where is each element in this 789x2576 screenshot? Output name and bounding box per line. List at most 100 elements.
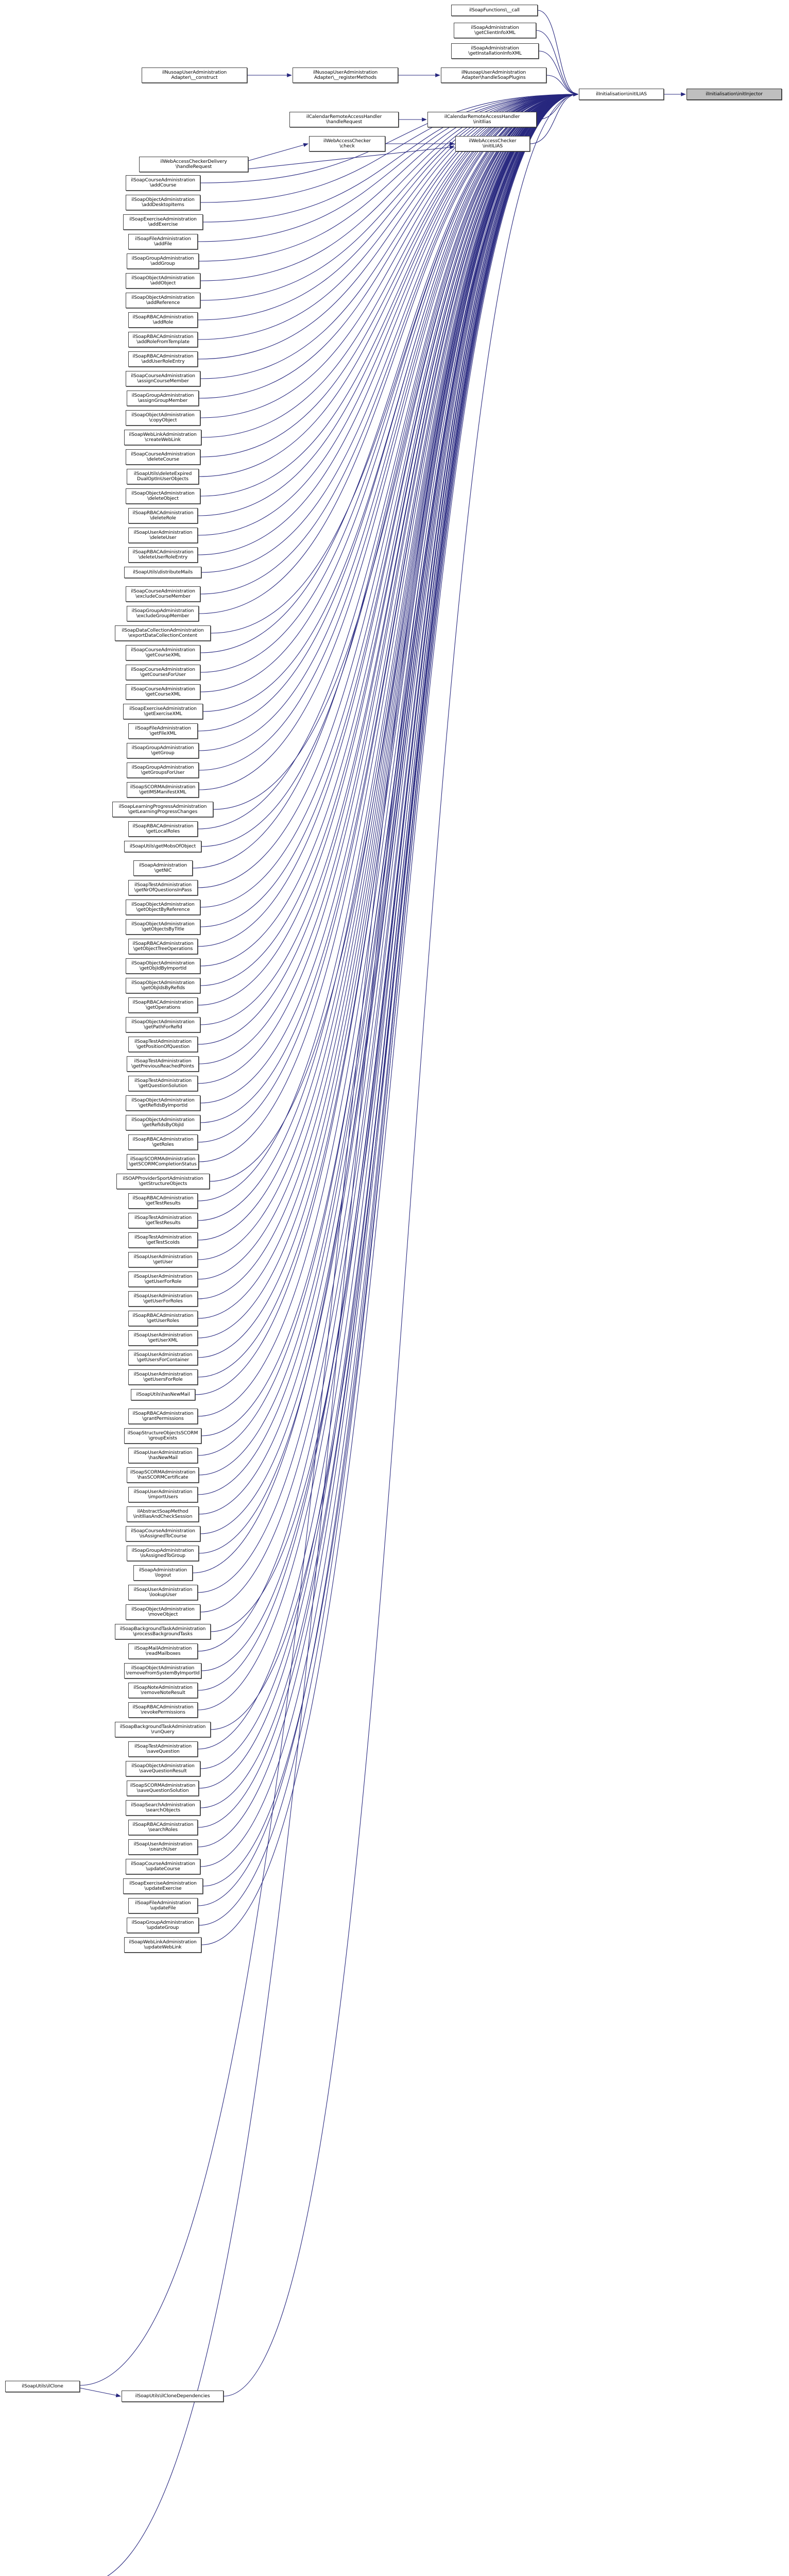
graph-node-ilsoapscormadministration--savequestions[interactable]: ilSoapSCORMAdministration \saveQuestionS… [127,1781,199,1796]
graph-node-ilsoaptestadministration--getpreviousrea[interactable]: ilSoapTestAdministration \getPreviousRea… [127,1056,199,1072]
graph-node-ilsoaprbacadministration--revokepermissi[interactable]: ilSoapRBACAdministration \revokePermissi… [128,1702,198,1718]
graph-node-ilsoapmailadministration--readmailboxes[interactable]: ilSoapMailAdministration \readMailboxes [128,1643,198,1659]
graph-node-ilsoapobjectadministration--copyobject[interactable]: ilSoapObjectAdministration \copyObject [126,410,200,426]
graph-node-ilsoaprbacadministration--searchroles[interactable]: ilSoapRBACAdministration \searchRoles [128,1820,198,1835]
graph-node-ilsoapuseradministration--lookupuser[interactable]: ilSoapUserAdministration \lookupUser [128,1585,198,1600]
graph-node-ilsoapbackgroundtaskadministration--proc[interactable]: ilSoapBackgroundTaskAdministration \proc… [115,1624,211,1639]
graph-node-ilsoapstructureobjectsscorm--groupexists[interactable]: ilSoapStructureObjectsSCORM \groupExists [124,1428,201,1444]
graph-node-ilsoapexerciseadministration--updateexer[interactable]: ilSoapExerciseAdministration \updateExer… [123,1878,203,1894]
graph-node-ilsoaplearningprogressadministration--ge[interactable]: ilSoapLearningProgressAdministration \ge… [112,802,213,817]
graph-node-ilsoapweblinkadministration--updatewebli[interactable]: ilSoapWebLinkAdministration \updateWebLi… [124,1937,201,1953]
graph-node-ilsoaputils-getmobsofobject[interactable]: ilSoapUtils\getMobsOfObject [124,841,201,852]
graph-node-ilsoapscormadministration--getscormcompl[interactable]: ilSoapSCORMAdministration \getSCORMCompl… [127,1154,199,1170]
graph-node-ilsoapcourseadministration--isassignedto[interactable]: ilSoapCourseAdministration \isAssignedTo… [126,1526,200,1541]
graph-node-ilsoapobjectadministration--removefromsy[interactable]: ilSoapObjectAdministration \removeFromSy… [124,1663,201,1679]
graph-node-ilsoapcourseadministration--addcourse[interactable]: ilSoapCourseAdministration \addCourse [126,175,200,191]
graph-node-ilsoaputils-ilclone[interactable]: ilSoapUtils\ilClone [5,2381,80,2392]
graph-node-ilwebaccesschecker--check[interactable]: ilWebAccessChecker \check [309,136,385,151]
graph-node-ilsoapobjectadministration--savequestion[interactable]: ilSoapObjectAdministration \saveQuestion… [126,1761,200,1776]
graph-node-ilsoapadministration--getinstallationinf[interactable]: ilSoapAdministration \getInstallationInf… [451,43,539,59]
graph-node-ilsoapuseradministration--getuser[interactable]: ilSoapUserAdministration \getUser [128,1252,198,1267]
graph-node-ilsoapuseradministration--importusers[interactable]: ilSoapUserAdministration \importUsers [128,1487,198,1502]
graph-node-ilsoaputils-distributemails[interactable]: ilSoapUtils\distributeMails [124,567,201,578]
graph-node-ilsoaprbacadministration--adduserroleent[interactable]: ilSoapRBACAdministration \addUserRoleEnt… [128,351,198,367]
graph-node-ilsoapobjectadministration--moveobject[interactable]: ilSoapObjectAdministration \moveObject [126,1604,200,1620]
graph-node-ilsoaprbacadministration--getuserroles[interactable]: ilSoapRBACAdministration \getUserRoles [128,1311,198,1326]
graph-node-ilsoapgroupadministration--getgroupsforu[interactable]: ilSoapGroupAdministration \getGroupsForU… [127,762,199,778]
graph-node-ilsoapobjectadministration--getpathforre[interactable]: ilSoapObjectAdministration \getPathForRe… [126,1017,200,1032]
graph-node-ilsoapfunctions-__call[interactable]: ilSoapFunctions\__call [451,5,538,16]
graph-node-ilsoaprbacadministration--deleterole[interactable]: ilSoapRBACAdministration \deleteRole [128,508,198,523]
graph-node-ilsoapcourseadministration--getcoursexml[interactable]: ilSoapCourseAdministration \getCourseXML [126,645,200,660]
graph-node-ilsoapobjectadministration--getrefidsbyo[interactable]: ilSoapObjectAdministration \getRefIdsByO… [126,1115,200,1130]
graph-node-ilsoapprovidersportadministration--getst[interactable]: ilSOAPProviderSportAdministration \getSt… [116,1174,210,1189]
graph-node-ilsoapdatacollectionadministration--expo[interactable]: ilSoapDataCollectionAdministration \expo… [115,625,211,641]
graph-node-ilsoaprbacadministration--addrolefromtem[interactable]: ilSoapRBACAdministration \addRoleFromTem… [128,332,198,347]
graph-node-ilsoapobjectadministration--addobject[interactable]: ilSoapObjectAdministration \addObject [126,273,200,289]
graph-node-ilsoaputils-deleteexpired-dualoptinusero[interactable]: ilSoapUtils\deleteExpired DualOptInUserO… [127,469,199,484]
graph-node-ilsoapexerciseadministration--getexercis[interactable]: ilSoapExerciseAdministration \getExercis… [123,704,203,719]
graph-node-ilsoapobjectadministration--addreference[interactable]: ilSoapObjectAdministration \addReference [126,293,200,308]
graph-node-ilsoapadministration--getnic[interactable]: ilSoapAdministration \getNIC [133,860,193,876]
graph-node-ilnusoapuseradministration-adapter-handl[interactable]: ilNusoapUserAdministration Adapter\handl… [441,67,546,83]
graph-node-ilsoaptestadministration--gettestscoids[interactable]: ilSoapTestAdministration \getTestScoIds [128,1232,198,1248]
graph-node-ilsoapcourseadministration--updatecourse[interactable]: ilSoapCourseAdministration \updateCourse [126,1859,200,1874]
graph-node-ilsoapobjectadministration--getobjidsbyr[interactable]: ilSoapObjectAdministration \getObjIdsByR… [126,978,200,993]
graph-node-ilsoapfileadministration--getfilexml[interactable]: ilSoapFileAdministration \getFileXML [128,723,198,739]
graph-node-ilsoapexerciseadministration--addexercis[interactable]: ilSoapExerciseAdministration \addExercis… [123,214,203,230]
graph-node-ilnusoapuseradministration-adapter-__con[interactable]: ilNusoapUserAdministration Adapter\__con… [142,67,247,83]
graph-node-ilsoapuseradministration--hasnewmail[interactable]: ilSoapUserAdministration \hasNewMail [128,1448,198,1463]
graph-node-ilsoapuseradministration--searchuser[interactable]: ilSoapUserAdministration \searchUser [128,1839,198,1855]
graph-node-ilsoaptestadministration--getpositionofq[interactable]: ilSoapTestAdministration \getPositionOfQ… [128,1037,198,1052]
graph-node-ilsoapadministration--logout[interactable]: ilSoapAdministration \logout [133,1565,193,1581]
graph-node-ilsoaprbacadministration--deleteuserrole[interactable]: ilSoapRBACAdministration \deleteUserRole… [128,547,198,563]
graph-node-ilwebaccesschecker--initilias[interactable]: ilWebAccessChecker \initILIAS [455,136,530,151]
graph-node-ilsoaptestadministration--gettestresults[interactable]: ilSoapTestAdministration \getTestResults [128,1213,198,1228]
graph-node-ilsoapcourseadministration--getcoursexml[interactable]: ilSoapCourseAdministration \getCourseXML [126,684,200,700]
graph-node-ilsoapnoteadministration--removenoteresu[interactable]: ilSoapNoteAdministration \removeNoteResu… [128,1683,198,1698]
graph-node-ilsoapsearchadministration--searchobject[interactable]: ilSoapSearchAdministration \searchObject… [126,1800,200,1816]
graph-node-ilsoapgroupadministration--addgroup[interactable]: ilSoapGroupAdministration \addGroup [127,253,199,269]
graph-node-ilsoaptestadministration--savequestion[interactable]: ilSoapTestAdministration \saveQuestion [128,1741,198,1757]
graph-node-ilsoapobjectadministration--adddesktopit[interactable]: ilSoapObjectAdministration \addDesktopIt… [126,195,200,210]
graph-node-ilsoapgroupadministration--updategroup[interactable]: ilSoapGroupAdministration \updateGroup [127,1918,199,1933]
graph-node-ilsoaprbacadministration--getobjecttreeo[interactable]: ilSoapRBACAdministration \getObjectTreeO… [128,939,198,954]
graph-node-ilsoapbackgroundtaskadministration--runq[interactable]: ilSoapBackgroundTaskAdministration \runQ… [115,1722,211,1737]
graph-node-ilsoapobjectadministration--deleteobject[interactable]: ilSoapObjectAdministration \deleteObject [126,488,200,504]
graph-node-ilcalendarremoteaccesshandler--handlereq[interactable]: ilCalendarRemoteAccessHandler \handleReq… [289,112,399,127]
graph-node-ilsoapuseradministration--getuserxml[interactable]: ilSoapUserAdministration \getUserXML [128,1330,198,1346]
graph-node-ilsoapobjectadministration--getobjectsby[interactable]: ilSoapObjectAdministration \getObjectsBy… [126,919,200,935]
graph-node-ilsoapcourseadministration--deletecourse[interactable]: ilSoapCourseAdministration \deleteCourse [126,449,200,465]
graph-node-ilabstractsoapmethod--initiliasandchecks[interactable]: ilAbstractSoapMethod \initIliasAndCheckS… [127,1506,199,1522]
graph-node-ilsoaptestadministration--getquestionsol[interactable]: ilSoapTestAdministration \getQuestionSol… [128,1076,198,1091]
graph-node-ilsoaputils-ilclonedependencies[interactable]: ilSoapUtils\ilCloneDependencies [122,2391,224,2402]
graph-node-ilsoapfileadministration--updatefile[interactable]: ilSoapFileAdministration \updateFile [128,1898,198,1913]
graph-node-ilsoapcourseadministration--assigncourse[interactable]: ilSoapCourseAdministration \assignCourse… [126,371,200,386]
graph-node-ilwebaccesscheckerdelivery--handlereques[interactable]: ilWebAccessCheckerDelivery \handleReques… [139,157,248,172]
graph-node-ilsoaprbacadministration--getoperations[interactable]: ilSoapRBACAdministration \getOperations [128,997,198,1013]
graph-node-ilinitialisation-initinjector[interactable]: ilInitialisation\initInjector [687,89,782,100]
graph-node-ilsoaputils-hasnewmail[interactable]: ilSoapUtils\hasNewMail [131,1389,195,1400]
graph-node-ilsoapuseradministration--getuserforrole[interactable]: ilSoapUserAdministration \getUserForRole [128,1272,198,1287]
graph-node-ilsoaprbacadministration--grantpermissio[interactable]: ilSoapRBACAdministration \grantPermissio… [128,1409,198,1424]
graph-node-ilsoapfileadministration--addfile[interactable]: ilSoapFileAdministration \addFile [128,234,198,249]
graph-node-ilsoapscormadministration--hasscormcerti[interactable]: ilSoapSCORMAdministration \hasSCORMCerti… [127,1467,199,1483]
graph-node-ilsoapuseradministration--getusersforcon[interactable]: ilSoapUserAdministration \getUsersForCon… [128,1350,198,1365]
graph-node-ilsoapuseradministration--deleteuser[interactable]: ilSoapUserAdministration \deleteUser [128,528,198,543]
graph-node-ilcalendarremoteaccesshandler--initilias[interactable]: ilCalendarRemoteAccessHandler \initIlias [427,112,537,127]
graph-node-ilsoapgroupadministration--assigngroupme[interactable]: ilSoapGroupAdministration \assignGroupMe… [127,391,199,406]
graph-node-ilsoaprbacadministration--gettestresults[interactable]: ilSoapRBACAdministration \getTestResults [128,1193,198,1209]
graph-node-ilsoapuseradministration--getusersforrol[interactable]: ilSoapUserAdministration \getUsersForRol… [128,1369,198,1385]
graph-node-ilsoaprbacadministration--addrole[interactable]: ilSoapRBACAdministration \addRole [128,312,198,328]
graph-node-ilsoapobjectadministration--getobjidbyim[interactable]: ilSoapObjectAdministration \getObjIdByIm… [126,958,200,974]
graph-node-ilsoapscormadministration--getimsmanifes[interactable]: ilSoapSCORMAdministration \getIMSManifes… [127,782,199,798]
graph-node-ilsoapgroupadministration--excludegroupm[interactable]: ilSoapGroupAdministration \excludeGroupM… [127,606,199,621]
graph-node-ilsoapobjectadministration--getrefidsbyi[interactable]: ilSoapObjectAdministration \getRefIdsByI… [126,1095,200,1111]
graph-node-ilsoapgroupadministration--isassignedtog[interactable]: ilSoapGroupAdministration \isAssignedToG… [127,1546,199,1561]
graph-node-ilsoapgroupadministration--getgroup[interactable]: ilSoapGroupAdministration \getGroup [127,743,199,758]
graph-node-ilsoapcourseadministration--getcoursesfo[interactable]: ilSoapCourseAdministration \getCoursesFo… [126,665,200,680]
graph-node-ilsoaptestadministration--getnrofquestio[interactable]: ilSoapTestAdministration \getNrOfQuestio… [128,880,198,895]
graph-node-ilsoapcourseadministration--excludecours[interactable]: ilSoapCourseAdministration \excludeCours… [126,586,200,602]
graph-node-ilsoaprbacadministration--getroles[interactable]: ilSoapRBACAdministration \getRoles [128,1134,198,1150]
graph-node-ilsoapuseradministration--getuserforrole[interactable]: ilSoapUserAdministration \getUserForRole… [128,1291,198,1307]
